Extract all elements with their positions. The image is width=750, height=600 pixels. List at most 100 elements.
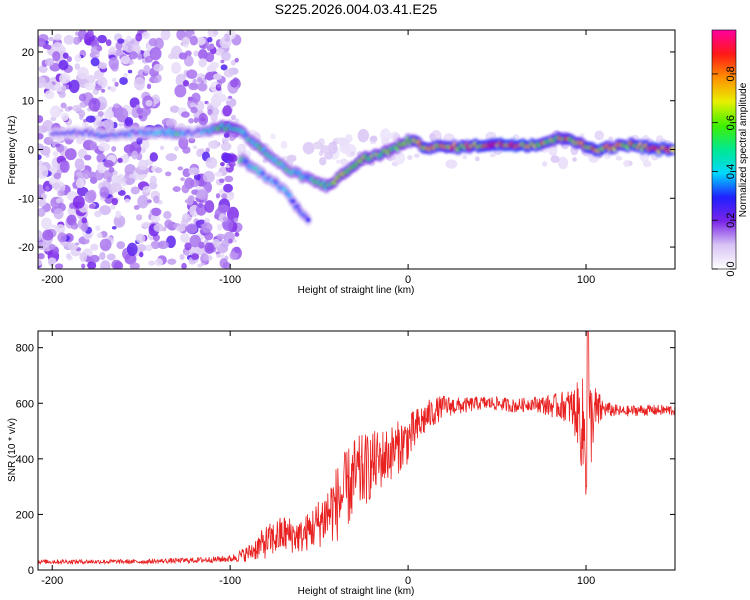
spectrogram-noise-cell [49, 166, 57, 174]
spectrogram-noise-cell [220, 162, 225, 167]
spectrogram-noise-cell [181, 36, 190, 45]
spectrogram-noise-cell [96, 232, 103, 239]
spectrogram-noise-cell [228, 154, 238, 163]
spectrogram-noise-cell [234, 57, 239, 63]
snr-ytick-label: 600 [16, 398, 34, 410]
spectrogram-noise-cell [222, 261, 231, 269]
spectrogram-noise-cell [413, 153, 420, 158]
spectrogram-noise-cell [51, 182, 61, 189]
spectrogram-noise-cell [223, 183, 233, 193]
spectrogram-xtick-label: -200 [41, 274, 63, 286]
spectrogram-noise-cell [111, 77, 117, 83]
snr-axes: -200 -100 0 100 0 200 400 600 800 [16, 331, 675, 587]
spectrogram-noise-cell [369, 135, 378, 142]
spectrogram-noise-cell [145, 99, 153, 107]
spectrogram-noise-cell [135, 233, 146, 244]
spectrogram-noise-cell [38, 253, 45, 260]
spectrogram-noise-cell [79, 252, 88, 262]
spectrogram-noise-cell [78, 93, 87, 102]
spectrogram-noise-cell [193, 50, 199, 57]
spectrogram-noise-cell [88, 203, 96, 209]
spectrogram-noise-cell [165, 153, 177, 162]
spectrogram-noise-cell [219, 94, 227, 103]
spectrogram-noise-cell [144, 244, 153, 252]
spectrogram-noise-cell [139, 251, 144, 258]
spectrogram-noise-cell [221, 51, 231, 62]
spectrogram-noise-cell [99, 238, 112, 251]
spectrogram-noise-cell [117, 38, 125, 44]
spectrogram-noise-cell [137, 194, 149, 209]
spectrogram-noise-cell [48, 257, 56, 267]
spectrogram-noise-cell [44, 58, 55, 67]
spectrogram-noise-cell [186, 69, 198, 80]
spectrogram-noise-cell [136, 243, 147, 252]
spectrogram-noise-cell [357, 128, 370, 143]
spectrogram-noise-cell [220, 142, 232, 151]
spectrogram-noise-cell [188, 82, 199, 91]
spectrogram-noise-cell [38, 65, 48, 74]
spectrogram-noise-cell [135, 32, 143, 42]
snr-ylabel: SNR (10 * v/v) [7, 418, 18, 482]
spectrogram-noise-cell [191, 92, 201, 103]
snr-ytick-label: 200 [16, 509, 34, 521]
spectrogram-noise-cell [94, 84, 102, 91]
spectrogram-noise-cell [41, 217, 52, 230]
spectrogram-noise-cell [86, 189, 97, 202]
spectrogram-noise-cell [111, 226, 117, 230]
spectrogram-noise-cell [204, 200, 215, 213]
snr-ytick-label: 400 [16, 454, 34, 466]
spectrogram-noise-cell [228, 238, 233, 244]
spectrogram-noise-cell [233, 217, 239, 223]
spectrogram-noise-cell [72, 195, 85, 209]
spectrogram-noise-cell [142, 185, 152, 193]
spectrogram-noise-cell [153, 195, 160, 204]
spectrogram-noise-cell [462, 154, 467, 160]
spectrogram-noise-cells [38, 30, 672, 269]
spectrogram-noise-cell [54, 263, 64, 269]
spectrogram-noise-cell [127, 69, 133, 74]
spectrogram-noise-cell [428, 132, 436, 141]
spectrogram-noise-cell [237, 143, 247, 155]
spectrogram-noise-cell [180, 111, 190, 118]
spectrogram-noise-cell [222, 216, 228, 222]
spectrogram-noise-cell [117, 190, 126, 196]
spectrogram-noise-cell [68, 79, 80, 94]
spectrogram-noise-cell [180, 232, 190, 243]
spectrogram-noise-cell [52, 150, 59, 157]
snr-background [38, 331, 675, 570]
spectrogram-noise-cell [229, 192, 235, 196]
spectrogram-noise-cell [74, 63, 81, 70]
colorbar-tick-label: 0.4 [725, 164, 737, 179]
spectrogram-noise-cell [122, 153, 129, 161]
spectrogram-ytick-label: -20 [18, 242, 34, 254]
colorbar-label: Normalized spectral amplitude [738, 82, 749, 217]
spectrogram-noise-cell [332, 141, 337, 146]
spectrogram-noise-cell [113, 103, 120, 109]
spectrogram-noise-cell [188, 167, 200, 176]
spectrogram-noise-cell [216, 223, 223, 231]
colorbar-tick-label: 0.2 [725, 213, 737, 228]
snr-xtick-label: -200 [41, 575, 63, 587]
spectrogram-noise-cell [136, 136, 143, 145]
spectrogram-noise-cell [96, 46, 103, 52]
spectrogram-noise-cell [232, 239, 238, 243]
spectrogram-noise-cell [66, 56, 72, 63]
spectrogram-noise-cell [113, 261, 124, 269]
spectrogram-noise-cell [110, 204, 116, 210]
spectrogram-noise-cell [160, 30, 171, 41]
spectrogram-noise-cell [93, 210, 102, 218]
spectrogram-noise-cell [302, 141, 315, 155]
spectrogram-noise-cell [149, 175, 157, 185]
spectrogram-noise-cell [130, 186, 140, 195]
spectrogram-noise-cell [100, 260, 111, 269]
spectrogram-noise-cell [164, 219, 173, 229]
spectrogram-noise-cell [336, 137, 346, 145]
spectrogram-noise-cell [197, 82, 208, 92]
spectrogram-noise-cell [103, 159, 114, 168]
snr-xtick-label: 0 [405, 575, 411, 587]
spectrogram-noise-cell [52, 51, 61, 62]
spectrogram-noise-cell [90, 243, 99, 251]
spectrogram-noise-cell [38, 76, 47, 89]
spectrogram-noise-cell [133, 205, 140, 210]
spectrogram-noise-cell [56, 198, 62, 204]
